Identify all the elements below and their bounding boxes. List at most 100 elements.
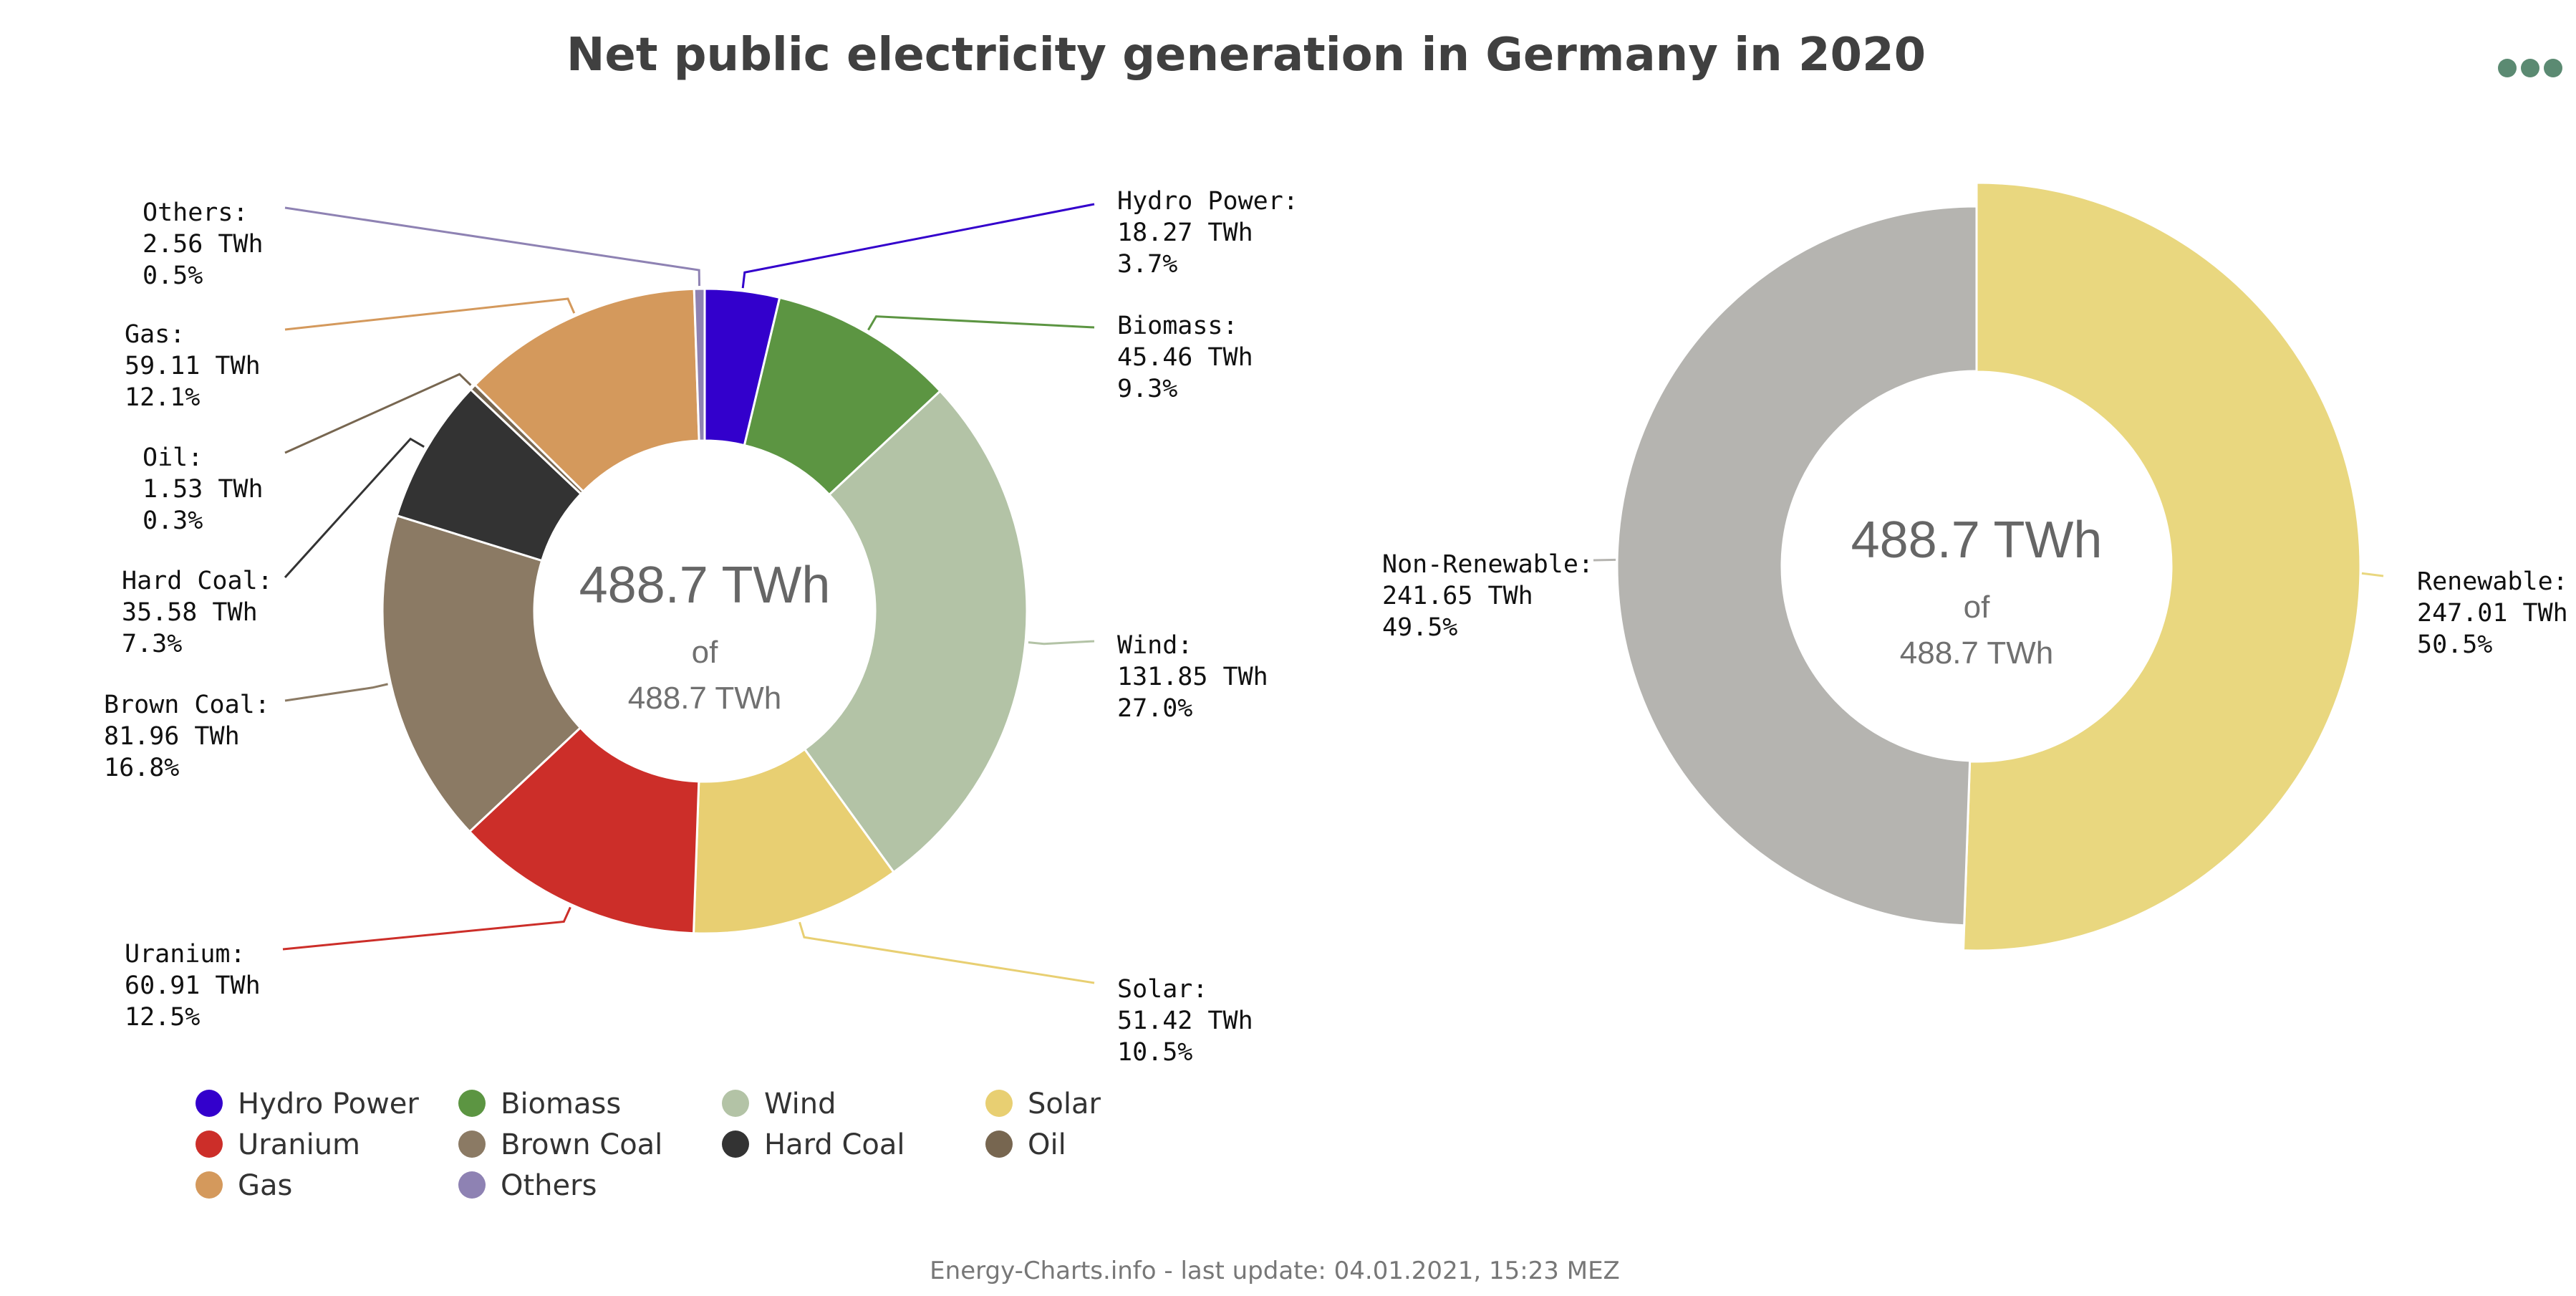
slice-label-oil: Oil: 1.53 TWh 0.3%	[143, 443, 264, 535]
legend-item-uranium[interactable]: Uranium	[196, 1128, 360, 1161]
legend-label: Gas	[238, 1169, 292, 1202]
slice-label-line: 16.8%	[104, 754, 179, 782]
slice-label-line: 1.53 TWh	[143, 475, 264, 504]
legend-swatch	[196, 1131, 223, 1158]
footer-credit: Energy-Charts.info - last update: 04.01.…	[930, 1257, 1620, 1285]
legend-item-oil[interactable]: Oil	[985, 1128, 1066, 1161]
connector-renewable	[2361, 572, 2384, 577]
connector-biomass	[867, 315, 1095, 331]
slice-label-line: 50.5%	[2417, 630, 2492, 659]
slice-label-uranium: Uranium: 60.91 TWh 12.5%	[125, 940, 261, 1032]
slice-label-line: 12.1%	[125, 383, 200, 412]
legend-label: Others	[501, 1169, 597, 1202]
legend-label: Solar	[1028, 1088, 1101, 1120]
legend-item-gas[interactable]: Gas	[196, 1169, 292, 1202]
slice-label-line: 27.0%	[1117, 694, 1192, 723]
slice-label-line: 12.5%	[125, 1003, 200, 1032]
legend-label: Biomass	[501, 1088, 621, 1120]
slice-label-line: Others:	[143, 198, 249, 227]
slice-label-hydro-power: Hydro Power: 18.27 TWh 3.7%	[1117, 187, 1298, 279]
slice-label-renewable: Renewable: 247.01 TWh 50.5%	[2417, 567, 2568, 659]
connector-hydro-power	[741, 203, 1095, 289]
legend-item-hydro-power[interactable]: Hydro Power	[196, 1088, 419, 1120]
slice-label-gas: Gas: 59.11 TWh 12.1%	[125, 320, 261, 412]
legend-item-biomass[interactable]: Biomass	[458, 1088, 621, 1120]
connector-brown-coal	[284, 683, 388, 702]
renewable-share-donut: Renewable: 247.01 TWh 50.5% Non-Renewable: 2…	[1382, 181, 2568, 952]
legend-swatch	[458, 1171, 486, 1199]
slice-gas[interactable]	[473, 287, 700, 494]
slice-label-line: Brown Coal:	[104, 691, 270, 719]
slice-label-hard-coal: Hard Coal: 35.58 TWh 7.3%	[122, 567, 273, 658]
menu-dot[interactable]	[2544, 59, 2562, 77]
legend-swatch	[458, 1131, 486, 1158]
legend-label: Hydro Power	[238, 1088, 419, 1120]
connector-uranium	[282, 906, 571, 951]
slice-label-line: 81.96 TWh	[104, 722, 240, 751]
legend-label: Oil	[1028, 1128, 1066, 1161]
slice-label-line: Non-Renewable:	[1382, 550, 1593, 579]
connector-solar	[799, 921, 1095, 984]
slice-label-line: Wind:	[1117, 631, 1192, 660]
legend-swatch	[196, 1090, 223, 1117]
legend-label: Hard Coal	[764, 1128, 905, 1161]
slice-label-line: 241.65 TWh	[1382, 582, 1533, 610]
slice-label-line: 0.5%	[143, 261, 203, 290]
slice-label-line: 7.3%	[122, 630, 182, 658]
center-total: 488.7 TWh	[579, 557, 831, 614]
legend-swatch	[985, 1131, 1013, 1158]
legend-swatch	[985, 1090, 1013, 1117]
center-total: 488.7 TWh	[1851, 512, 2103, 569]
legend: Hydro Power Biomass Wind Solar Uranium Brown …	[196, 1088, 1101, 1202]
legend-swatch	[722, 1131, 749, 1158]
slice-label-line: 3.7%	[1117, 250, 1177, 279]
connector-oil	[284, 373, 472, 454]
legend-item-brown-coal[interactable]: Brown Coal	[458, 1128, 662, 1161]
slice-label-line: 60.91 TWh	[125, 971, 261, 1000]
slice-label-line: 49.5%	[1382, 613, 1457, 642]
slice-label-line: 2.56 TWh	[143, 230, 264, 259]
legend-item-solar[interactable]: Solar	[985, 1088, 1101, 1120]
center-total-sub: 488.7 TWh	[628, 681, 781, 716]
legend-item-others[interactable]: Others	[458, 1169, 597, 1202]
slice-label-line: Biomass:	[1117, 312, 1238, 340]
legend-label: Wind	[764, 1088, 836, 1120]
connector-others	[284, 206, 701, 287]
slice-non-renewable[interactable]	[1616, 205, 1978, 927]
slice-label-solar: Solar: 51.42 TWh 10.5%	[1117, 975, 1253, 1067]
legend-swatch	[196, 1171, 223, 1199]
slice-label-line: 45.46 TWh	[1117, 343, 1253, 372]
center-total-sub: 488.7 TWh	[1900, 635, 2053, 671]
slice-label-wind: Wind: 131.85 TWh 27.0%	[1117, 631, 1268, 723]
legend-item-wind[interactable]: Wind	[722, 1088, 836, 1120]
center-of: of	[692, 635, 718, 670]
slice-label-line: 131.85 TWh	[1117, 663, 1268, 691]
slice-label-line: Renewable:	[2417, 567, 2568, 596]
slice-label-line: Solar:	[1117, 975, 1207, 1004]
slice-renewable[interactable]	[1962, 181, 2362, 952]
slice-label-line: 59.11 TWh	[125, 352, 261, 380]
connector-hard-coal	[284, 437, 425, 579]
legend-item-hard-coal[interactable]: Hard Coal	[722, 1128, 905, 1161]
slice-label-line: Hydro Power:	[1117, 187, 1298, 216]
slice-wind[interactable]	[803, 389, 1028, 874]
slice-label-line: Oil:	[143, 443, 203, 472]
legend-label: Uranium	[238, 1128, 360, 1161]
legend-swatch	[722, 1090, 749, 1117]
slice-label-line: 9.3%	[1117, 375, 1177, 403]
slice-label-line: 0.3%	[143, 507, 203, 535]
slice-label-biomass: Biomass: 45.46 TWh 9.3%	[1117, 312, 1253, 403]
slice-label-non-renewable: Non-Renewable: 241.65 TWh 49.5%	[1382, 550, 1593, 642]
menu-dot[interactable]	[2521, 59, 2539, 77]
legend-label: Brown Coal	[501, 1128, 662, 1161]
slice-label-line: 18.27 TWh	[1117, 219, 1253, 247]
menu-dot[interactable]	[2498, 59, 2517, 77]
connector-wind	[1028, 640, 1095, 645]
slice-brown-coal[interactable]	[381, 514, 582, 833]
more-dots-icon[interactable]	[2498, 59, 2562, 77]
slice-others[interactable]	[693, 287, 706, 442]
slice-label-line: 51.42 TWh	[1117, 1007, 1253, 1035]
legend-swatch	[458, 1090, 486, 1117]
slice-label-line: Uranium:	[125, 940, 246, 969]
